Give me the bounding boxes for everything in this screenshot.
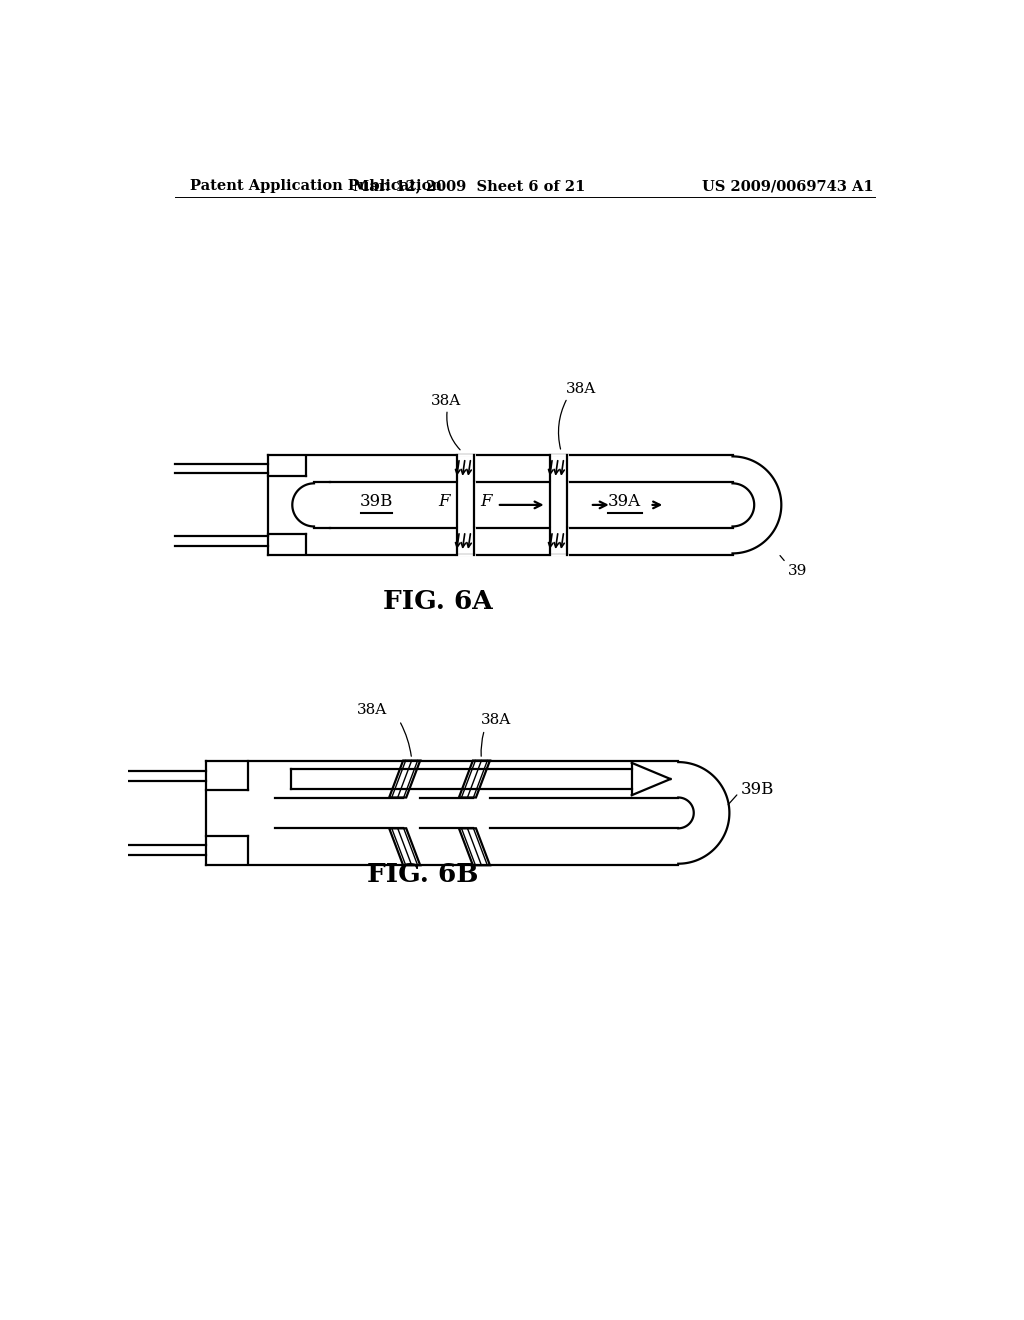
Polygon shape: [459, 760, 489, 797]
Polygon shape: [459, 829, 489, 866]
Text: Patent Application Publication: Patent Application Publication: [190, 180, 442, 193]
Text: 38A: 38A: [431, 393, 461, 408]
Polygon shape: [389, 760, 420, 797]
Text: F: F: [480, 492, 492, 510]
Text: 38A: 38A: [357, 704, 388, 718]
Text: 38A: 38A: [480, 713, 511, 726]
Text: FIG. 6B: FIG. 6B: [367, 862, 478, 887]
Text: US 2009/0069743 A1: US 2009/0069743 A1: [701, 180, 873, 193]
Text: Mar. 12, 2009  Sheet 6 of 21: Mar. 12, 2009 Sheet 6 of 21: [353, 180, 585, 193]
Text: 39B: 39B: [740, 781, 773, 799]
Text: 39A: 39A: [608, 492, 641, 510]
Text: 38A: 38A: [566, 383, 596, 396]
Text: 39B: 39B: [359, 492, 392, 510]
Text: F: F: [438, 492, 450, 510]
Text: FIG. 6A: FIG. 6A: [383, 589, 493, 614]
Text: 39: 39: [787, 564, 807, 578]
Polygon shape: [389, 829, 420, 866]
